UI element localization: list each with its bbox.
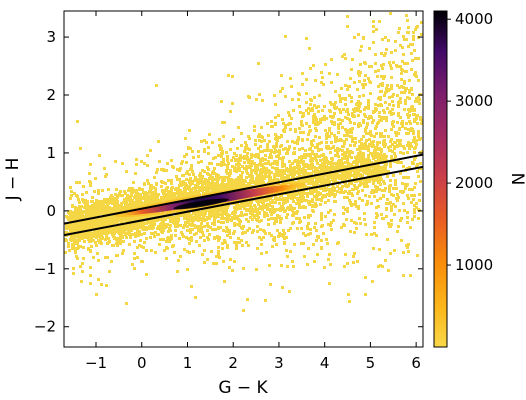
cloud-bins [64,12,423,312]
x-tick-label: 1 [183,354,193,372]
ridge-peak [173,198,229,210]
reference-line-2 [64,165,423,237]
colorbar-tick-label: 2000 [455,174,493,192]
y-axis-title: J − H [3,158,23,202]
colorbar-tick-label: 3000 [455,92,493,110]
colorbar-label: N [507,173,526,186]
x-axis-ticks: −1 0 1 2 3 4 5 6 [85,11,421,372]
x-axis-title: G − K [218,378,268,398]
x-tick-label: 6 [411,354,421,372]
y-tick-label: 2 [46,86,56,104]
y-tick-label: 3 [46,28,56,46]
plot-frame [63,10,424,348]
colorbar [433,10,448,348]
density-ridge [114,182,307,218]
y-axis-ticks: −2 −1 0 1 2 3 [34,28,423,336]
y-tick-label: −2 [34,318,56,336]
x-tick-label: 5 [366,354,376,372]
y-tick-label: −1 [34,260,56,278]
x-tick-label: 4 [320,354,330,372]
x-tick-label: 3 [274,354,284,372]
y-tick-label: 1 [46,144,56,162]
x-tick-label: 2 [228,354,238,372]
density-cloud [64,12,423,312]
x-tick-label: 0 [137,354,147,372]
x-tick-label: −1 [85,354,107,372]
colorbar-ticks: 1000 2000 3000 4000 [447,10,493,274]
reference-lines [64,153,423,237]
reference-line-1 [64,153,423,225]
colorbar-tick-label: 1000 [455,256,493,274]
colorbar-tick-label: 4000 [455,10,493,28]
y-tick-label: 0 [46,202,56,220]
